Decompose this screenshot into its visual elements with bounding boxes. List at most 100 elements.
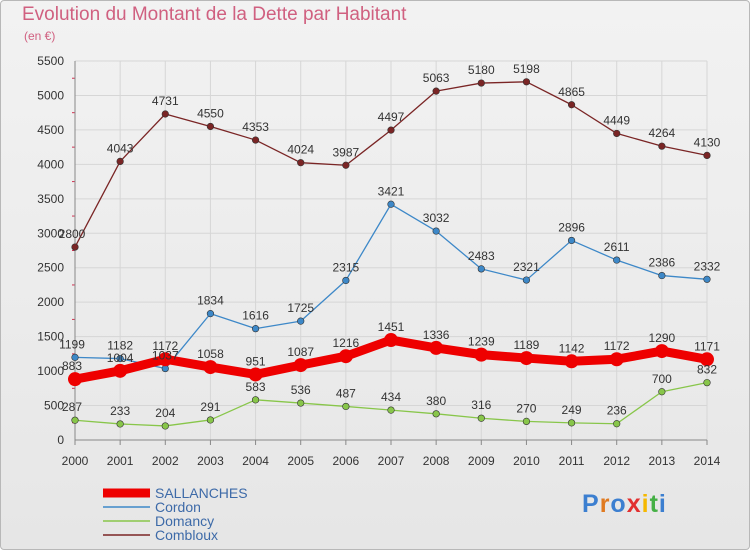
data-point-domancy bbox=[567, 419, 576, 427]
data-point-cordon bbox=[251, 325, 260, 333]
data-label-cordon: 1199 bbox=[59, 337, 85, 351]
data-label-domancy: 434 bbox=[381, 390, 401, 404]
data-point-cordon bbox=[387, 200, 395, 208]
data-point-combloux bbox=[658, 142, 666, 150]
data-label-combloux: 4024 bbox=[287, 143, 314, 157]
data-label-domancy: 583 bbox=[246, 380, 266, 394]
data-label-cordon: 2896 bbox=[558, 220, 585, 234]
data-point-domancy bbox=[342, 402, 350, 411]
data-point-sallanches bbox=[68, 372, 82, 387]
data-label-cordon: 1725 bbox=[287, 301, 314, 315]
data-point-domancy bbox=[613, 420, 621, 428]
data-point-cordon bbox=[658, 271, 666, 280]
data-point-cordon bbox=[567, 236, 576, 245]
data-label-sallanches: 1290 bbox=[649, 331, 676, 345]
data-label-combloux: 4043 bbox=[107, 141, 134, 155]
data-point-combloux bbox=[116, 157, 124, 166]
data-label-domancy: 316 bbox=[471, 398, 491, 412]
data-point-combloux bbox=[432, 87, 440, 95]
data-label-sallanches: 1058 bbox=[197, 347, 224, 361]
x-tick-label: 2000 bbox=[62, 454, 89, 468]
data-point-sallanches bbox=[474, 347, 489, 362]
data-point-combloux bbox=[522, 78, 531, 86]
data-label-domancy: 536 bbox=[291, 383, 311, 397]
y-tick-label: 1000 bbox=[37, 364, 64, 378]
data-label-combloux: 4353 bbox=[242, 120, 269, 134]
data-label-sallanches: 1004 bbox=[107, 351, 134, 365]
data-point-sallanches bbox=[700, 352, 714, 367]
data-point-combloux bbox=[251, 136, 260, 144]
data-point-sallanches bbox=[519, 351, 534, 366]
data-label-combloux: 4264 bbox=[649, 126, 676, 140]
data-label-domancy: 700 bbox=[652, 372, 672, 386]
data-label-combloux: 4865 bbox=[558, 85, 585, 99]
data-point-domancy bbox=[387, 406, 395, 414]
y-tick-label: 4500 bbox=[37, 123, 64, 137]
x-tick-label: 2004 bbox=[242, 454, 269, 468]
y-tick-label: 3000 bbox=[37, 226, 64, 240]
data-point-domancy bbox=[161, 422, 169, 430]
data-label-sallanches: 1336 bbox=[423, 328, 450, 342]
y-tick-label: 2000 bbox=[37, 295, 64, 309]
data-point-combloux bbox=[567, 101, 576, 109]
chart-subtitle: (en €) bbox=[24, 29, 56, 43]
x-tick-label: 2005 bbox=[287, 454, 314, 468]
legend-label-cordon: Cordon bbox=[155, 499, 201, 515]
x-tick-label: 2009 bbox=[468, 454, 495, 468]
data-label-cordon: 2386 bbox=[649, 256, 676, 270]
data-label-sallanches: 951 bbox=[246, 354, 266, 368]
data-label-cordon: 2315 bbox=[333, 260, 360, 274]
data-point-combloux bbox=[161, 110, 169, 118]
data-point-domancy bbox=[297, 399, 305, 407]
data-label-cordon: 1616 bbox=[242, 309, 269, 323]
data-point-sallanches bbox=[654, 344, 669, 359]
x-tick-label: 2014 bbox=[694, 454, 721, 468]
data-point-combloux bbox=[206, 122, 215, 131]
y-tick-label: 3500 bbox=[37, 192, 64, 206]
data-label-domancy: 233 bbox=[110, 404, 130, 418]
x-tick-label: 2002 bbox=[152, 454, 179, 468]
data-point-domancy bbox=[703, 379, 711, 387]
data-point-combloux bbox=[477, 79, 485, 87]
data-point-cordon bbox=[613, 256, 621, 264]
x-tick-label: 2011 bbox=[559, 454, 585, 468]
data-point-sallanches bbox=[429, 340, 444, 355]
x-tick-label: 2008 bbox=[423, 454, 450, 468]
data-label-combloux: 5063 bbox=[423, 71, 450, 85]
data-label-sallanches: 1172 bbox=[152, 339, 178, 353]
data-label-domancy: 291 bbox=[200, 400, 220, 414]
data-label-cordon: 3421 bbox=[378, 184, 405, 198]
logo-letter: t bbox=[649, 490, 659, 518]
data-point-combloux bbox=[342, 161, 350, 169]
data-point-cordon bbox=[703, 275, 711, 283]
y-tick-label: 1500 bbox=[37, 330, 64, 344]
data-point-domancy bbox=[206, 416, 215, 424]
data-label-combloux: 4449 bbox=[603, 113, 630, 127]
data-label-combloux: 4731 bbox=[152, 94, 179, 108]
data-point-sallanches bbox=[609, 352, 624, 367]
data-point-sallanches bbox=[158, 352, 173, 367]
data-point-combloux bbox=[703, 151, 711, 160]
data-label-combloux: 3987 bbox=[333, 145, 360, 159]
x-tick-label: 2010 bbox=[513, 454, 540, 468]
x-tick-label: 2012 bbox=[603, 454, 630, 468]
data-label-combloux: 5198 bbox=[513, 62, 540, 76]
data-label-cordon: 1182 bbox=[107, 339, 133, 353]
data-label-domancy: 832 bbox=[697, 363, 717, 377]
logo-letter: i bbox=[641, 490, 650, 518]
legend-label-sallanches: SALLANCHES bbox=[155, 485, 248, 501]
data-label-sallanches: 1142 bbox=[559, 341, 585, 355]
data-point-combloux bbox=[387, 126, 395, 134]
data-point-domancy bbox=[432, 410, 440, 418]
data-label-combloux: 5180 bbox=[468, 63, 495, 77]
data-label-domancy: 287 bbox=[62, 400, 82, 414]
data-label-domancy: 204 bbox=[155, 406, 175, 420]
data-label-domancy: 236 bbox=[607, 404, 627, 418]
data-label-domancy: 487 bbox=[336, 386, 356, 400]
chart-title: Evolution du Montant de la Dette par Hab… bbox=[22, 4, 407, 25]
legend-label-combloux: Combloux bbox=[155, 527, 218, 543]
data-label-domancy: 380 bbox=[426, 394, 446, 408]
data-point-domancy bbox=[71, 416, 79, 424]
data-point-cordon bbox=[477, 265, 485, 273]
